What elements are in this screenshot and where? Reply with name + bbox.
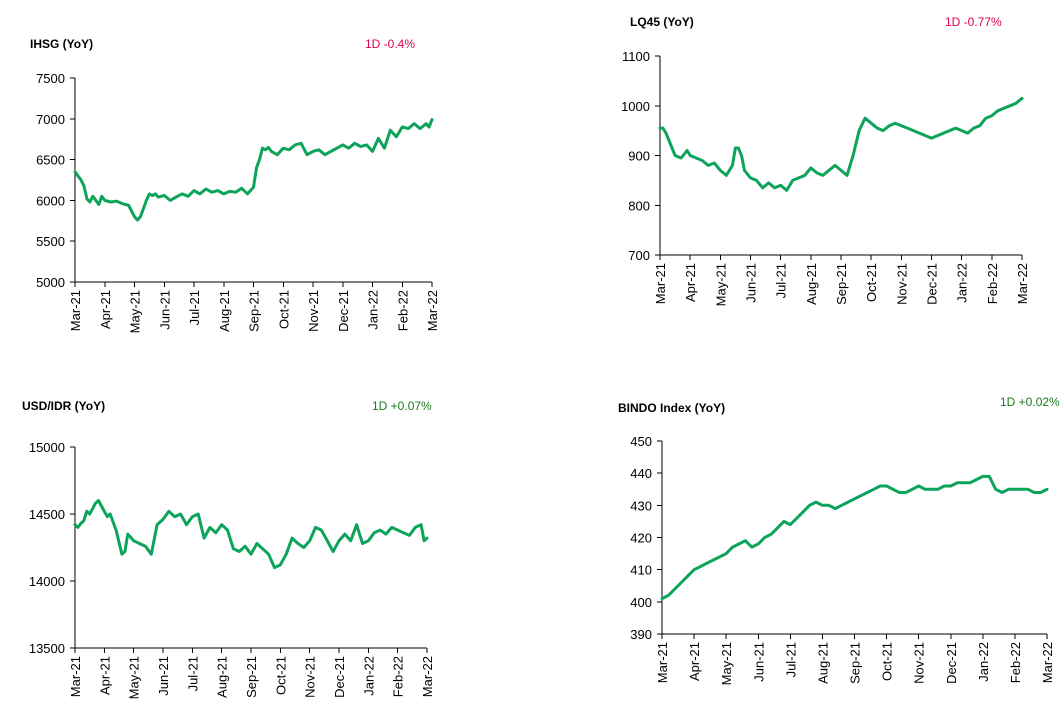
bindo-y-tick-label: 450 (630, 434, 652, 449)
bindo-y-tick-label: 390 (630, 627, 652, 642)
lq45-y-tick-label: 1100 (622, 49, 650, 64)
lq45-x-tick-label: Mar-22 (1015, 263, 1030, 304)
bindo-x-tick-label: Jun-21 (751, 642, 766, 682)
bindo-chart: BINDO Index (YoY) 1D +0.02% 390 400 410 420 43… (618, 395, 1060, 685)
ihsg-title: IHSG (YoY) (30, 37, 93, 51)
bindo-title: BINDO Index (YoY) (618, 401, 725, 415)
ihsg-change-label: 1D -0.4% (365, 37, 415, 51)
usdidr-change-label: 1D +0.07% (372, 399, 432, 413)
bindo-y-tick-label: 430 (630, 498, 652, 513)
ihsg-y-tick-label: 5000 (36, 275, 65, 290)
usdidr-x-tick-label: Mar-22 (420, 656, 435, 697)
lq45-x-tick-label: Apr-21 (683, 263, 698, 302)
bindo-x-tick-label: Aug-21 (815, 642, 830, 684)
ihsg-x-tick-label: Jan-22 (366, 290, 381, 330)
bindo-x-tick-label: Apr-21 (687, 642, 702, 681)
usdidr-x-tick-label: Mar-21 (68, 656, 83, 697)
ihsg-x-tick-label: Sep-21 (247, 290, 262, 332)
bindo-x-tick-label: Nov-21 (912, 642, 927, 684)
lq45-y-tick-label: 700 (628, 248, 650, 263)
bindo-x-tick-label: Feb-22 (1008, 642, 1023, 683)
bindo-x-tick-label: Mar-22 (1040, 642, 1055, 683)
lq45-x-tick-label: Jan-22 (955, 263, 970, 303)
usdidr-x-tick-label: Sep-21 (244, 656, 259, 698)
ihsg-x-tick-label: Apr-21 (98, 290, 113, 329)
usdidr-x-tick-label: May-21 (127, 656, 142, 699)
lq45-y-tick-label: 1000 (621, 99, 650, 114)
ihsg-y-tick-label: 5500 (36, 234, 65, 249)
lq45-x-tick-label: Jul-21 (774, 263, 789, 298)
bindo-x-tick-label: Sep-21 (848, 642, 863, 684)
bindo-y-tick-label: 400 (630, 595, 652, 610)
lq45-chart: LQ45 (YoY) 1D -0.77% 700 800 900 1000 1100 Mar-… (621, 15, 1030, 306)
usdidr-x-tick-label: Jun-21 (156, 656, 171, 696)
lq45-series-line (658, 96, 1024, 192)
ihsg-x-tick-label: Jun-21 (157, 290, 172, 330)
ihsg-chart: IHSG (YoY) 1D -0.4% 5000 5500 6000 6500 7000 75… (30, 37, 440, 333)
ihsg-x-tick-label: Oct-21 (276, 290, 291, 329)
bindo-x-tick-label: Jan-22 (976, 642, 991, 682)
ihsg-x-tick-label: Aug-21 (217, 290, 232, 332)
lq45-y-tick-label: 900 (628, 149, 650, 164)
bindo-x-tick-label: Jul-21 (783, 642, 798, 677)
lq45-x-tick-label: Dec-21 (925, 263, 940, 305)
lq45-title: LQ45 (YoY) (630, 15, 694, 29)
bindo-x-tick-label: Dec-21 (944, 642, 959, 684)
ihsg-y-tick-label: 6000 (36, 193, 65, 208)
usdidr-series-line (73, 499, 429, 570)
lq45-change-label: 1D -0.77% (945, 15, 1002, 29)
bindo-y-tick-label: 420 (630, 531, 652, 546)
ihsg-x-tick-label: Feb-22 (395, 290, 410, 331)
usdidr-x-tick-label: Dec-21 (332, 656, 347, 698)
usdidr-x-tick-label: Oct-21 (273, 656, 288, 695)
usdidr-title: USD/IDR (YoY) (22, 399, 105, 413)
ihsg-x-tick-label: Mar-21 (68, 290, 83, 331)
bindo-change-label: 1D +0.02% (1000, 395, 1060, 409)
usdidr-x-tick-label: Feb-22 (391, 656, 406, 697)
usdidr-x-tick-label: Nov-21 (303, 656, 318, 698)
lq45-x-tick-label: Oct-21 (864, 263, 879, 302)
lq45-x-tick-label: Feb-22 (985, 263, 1000, 304)
ihsg-series-line (73, 118, 434, 222)
ihsg-y-tick-label: 7000 (36, 112, 65, 127)
bindo-y-tick-label: 410 (630, 563, 652, 578)
bindo-x-tick-label: Mar-21 (655, 642, 670, 683)
bindo-y-tick-label: 440 (630, 466, 652, 481)
usdidr-y-tick-label: 14000 (29, 574, 65, 589)
ihsg-x-tick-label: Jul-21 (187, 290, 202, 325)
ihsg-x-tick-label: May-21 (128, 290, 143, 333)
bindo-series-line (660, 474, 1049, 601)
usdidr-x-tick-label: Aug-21 (215, 656, 230, 698)
usdidr-x-tick-label: Jul-21 (185, 656, 200, 691)
usdidr-x-tick-label: Jan-22 (361, 656, 376, 696)
lq45-x-tick-label: Aug-21 (804, 263, 819, 305)
lq45-x-tick-label: Sep-21 (834, 263, 849, 305)
usdidr-y-tick-label: 15000 (29, 440, 65, 455)
bindo-x-tick-label: May-21 (719, 642, 734, 685)
lq45-x-tick-label: Jun-21 (744, 263, 759, 303)
lq45-x-tick-label: Mar-21 (653, 263, 668, 304)
ihsg-y-tick-label: 7500 (36, 71, 65, 86)
bindo-x-tick-label: Oct-21 (880, 642, 895, 681)
usdidr-y-tick-label: 13500 (29, 641, 65, 656)
usdidr-chart: USD/IDR (YoY) 1D +0.07% 13500 14000 14500 150… (22, 399, 435, 699)
ihsg-y-tick-label: 6500 (36, 153, 65, 168)
usdidr-y-tick-label: 14500 (29, 507, 65, 522)
ihsg-x-tick-label: Nov-21 (306, 290, 321, 332)
ihsg-x-tick-label: Mar-22 (425, 290, 440, 331)
lq45-x-tick-label: May-21 (713, 263, 728, 306)
lq45-y-tick-label: 800 (628, 198, 650, 213)
ihsg-x-tick-label: Dec-21 (336, 290, 351, 332)
usdidr-x-tick-label: Apr-21 (97, 656, 112, 695)
lq45-x-tick-label: Nov-21 (894, 263, 909, 305)
